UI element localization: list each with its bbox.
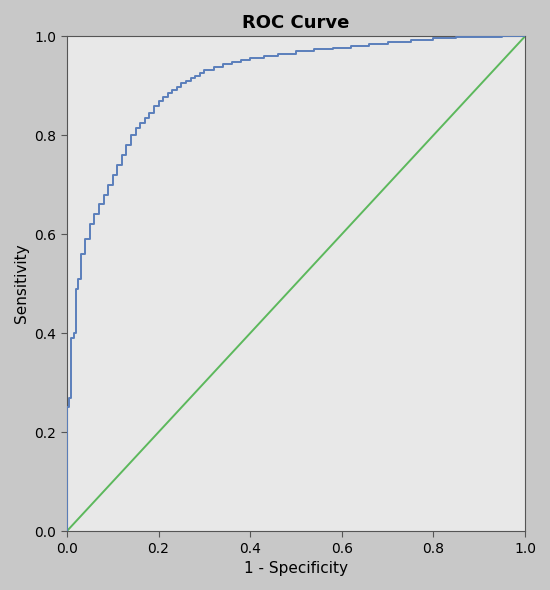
X-axis label: 1 - Specificity: 1 - Specificity: [244, 561, 348, 576]
Y-axis label: Sensitivity: Sensitivity: [14, 244, 29, 323]
Title: ROC Curve: ROC Curve: [243, 14, 350, 32]
